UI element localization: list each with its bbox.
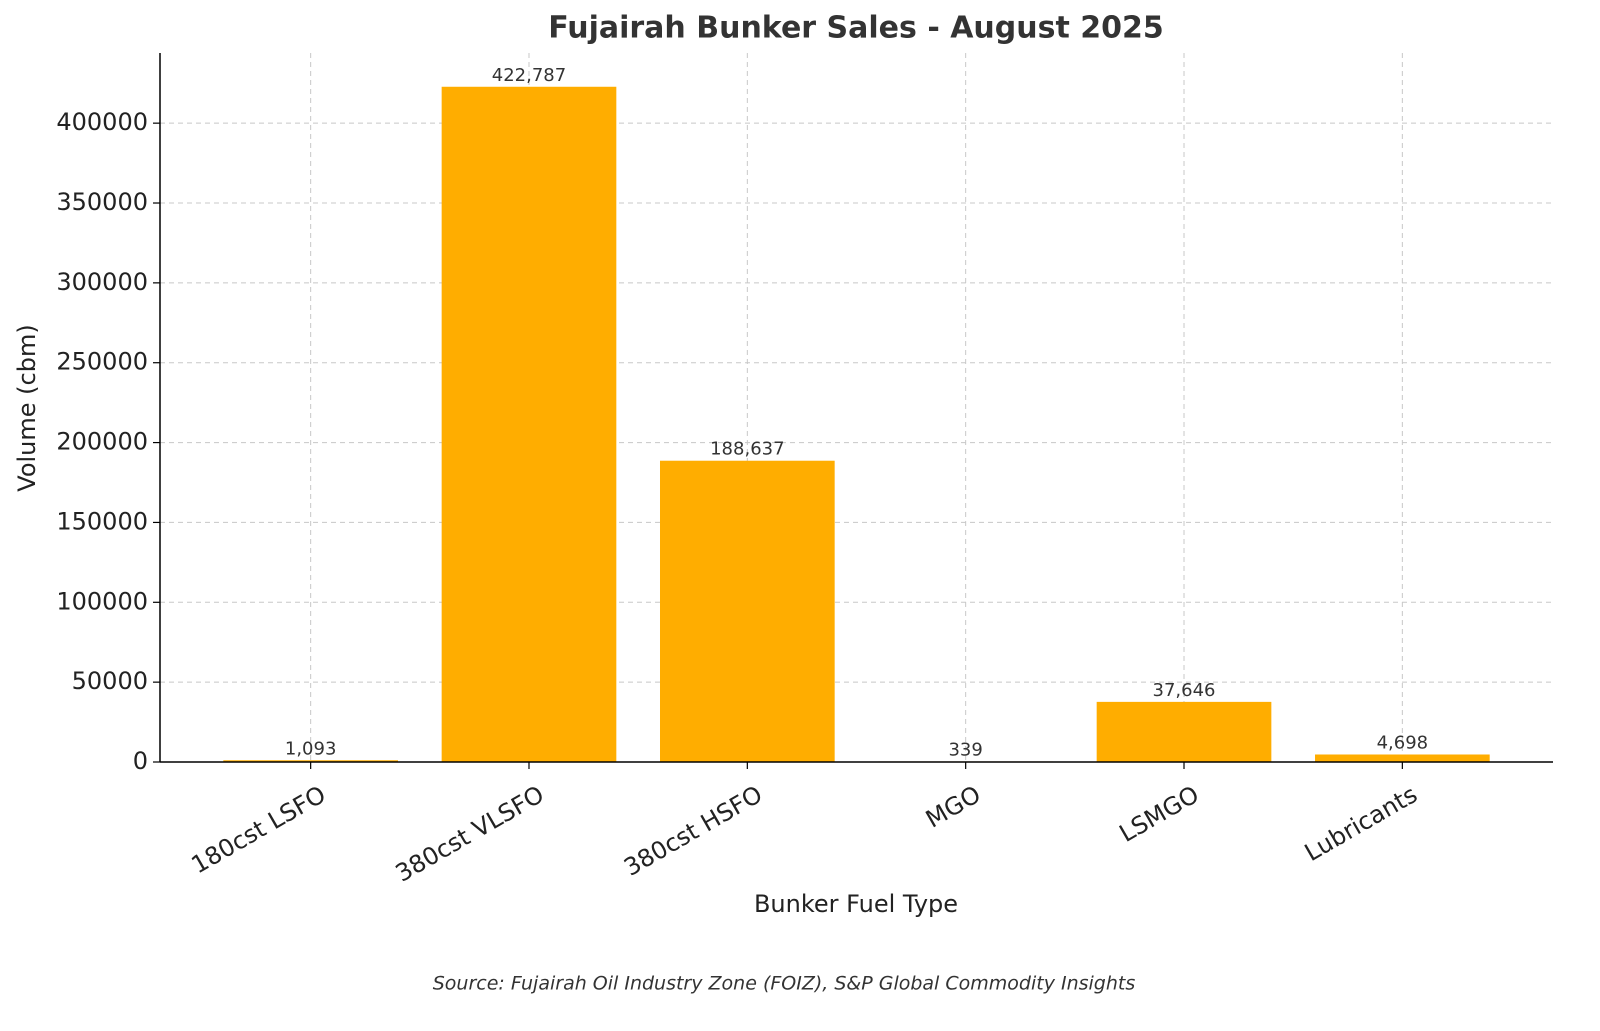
value-label: 4,698 xyxy=(1377,732,1429,753)
bar xyxy=(441,86,617,763)
y-tick-label: 350000 xyxy=(56,188,148,216)
y-tick-label: 400000 xyxy=(56,108,148,136)
y-tick-label: 250000 xyxy=(56,348,148,376)
y-axis-label: Volume (cbm) xyxy=(13,324,41,491)
bar xyxy=(659,460,835,762)
x-tick-label: 180cst LSFO xyxy=(187,780,331,879)
x-tick-label: 380cst VLSFO xyxy=(391,780,549,887)
x-tick-label: MGO xyxy=(921,780,985,833)
y-tick-label: 150000 xyxy=(56,507,148,535)
y-tick-label: 300000 xyxy=(56,268,148,296)
value-label: 188,637 xyxy=(710,439,784,460)
bar xyxy=(223,760,398,762)
value-label: 339 xyxy=(948,739,982,760)
x-axis-label: Bunker Fuel Type xyxy=(754,890,958,918)
x-tick-label: LSMGO xyxy=(1115,780,1204,848)
y-tick-label: 100000 xyxy=(56,587,148,615)
bar xyxy=(1315,754,1490,762)
value-label: 1,093 xyxy=(285,738,337,759)
chart-title: Fujairah Bunker Sales - August 2025 xyxy=(548,11,1164,46)
value-label: 422,787 xyxy=(492,65,566,86)
x-tick-label: 380cst HSFO xyxy=(619,780,767,882)
value-label: 37,646 xyxy=(1153,680,1216,701)
source-note: Source: Fujairah Oil Industry Zone (FOIZ… xyxy=(433,973,1136,995)
y-tick-label: 200000 xyxy=(56,428,148,456)
y-tick-label: 0 xyxy=(133,747,148,775)
x-tick-label: Lubricants xyxy=(1300,780,1422,867)
y-tick-label: 50000 xyxy=(72,667,148,695)
bar xyxy=(1096,701,1272,762)
